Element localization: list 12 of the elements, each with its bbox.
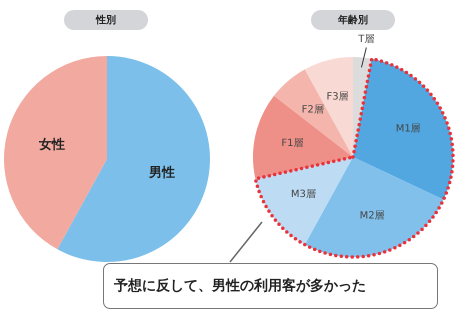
slice-label: M2層 [360, 210, 385, 222]
slice-label: 男性 [148, 165, 175, 180]
slice-label: 女性 [38, 137, 66, 152]
slice-label: F1層 [281, 138, 304, 150]
slice-label: M1層 [396, 123, 421, 134]
slice-label: T層 [357, 34, 374, 46]
slice-label: F2層 [302, 104, 324, 116]
chart-title: 年齢別 [311, 10, 395, 30]
text: 予想に反して、男性の利用客が多かった [103, 263, 438, 309]
slice-label: F3層 [326, 92, 349, 103]
slice-label: M3層 [290, 188, 316, 200]
chart-title: 性別 [64, 10, 148, 30]
